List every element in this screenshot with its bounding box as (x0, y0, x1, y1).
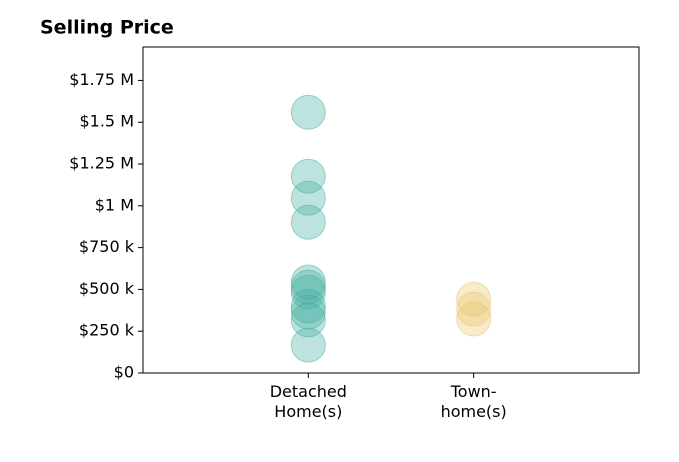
plot-frame (142, 46, 640, 374)
y-tick-label: $1.75 M (69, 70, 134, 89)
point (456, 301, 492, 337)
point (456, 281, 492, 317)
y-tick-label: $750 k (79, 237, 135, 256)
point (290, 269, 326, 305)
x-tick-label: Town-home(s) (441, 382, 507, 421)
point (290, 264, 326, 300)
y-tick-label: $1 M (95, 195, 134, 214)
point (290, 327, 326, 363)
point (290, 94, 326, 130)
point (290, 180, 326, 216)
y-tick-label: $250 k (79, 321, 135, 340)
chart-title: Selling Price (40, 17, 174, 39)
y-tick-label: $0 (114, 363, 134, 382)
y-tick-label: $1.25 M (69, 154, 134, 173)
point (290, 204, 326, 240)
y-tick-label: $1.5 M (79, 112, 134, 131)
point (456, 291, 492, 327)
point (290, 158, 326, 194)
point (290, 274, 326, 310)
x-tick-label: Detached Home(s) (270, 382, 347, 421)
point (290, 294, 326, 330)
y-tick-label: $500 k (79, 279, 135, 298)
point (290, 302, 326, 338)
